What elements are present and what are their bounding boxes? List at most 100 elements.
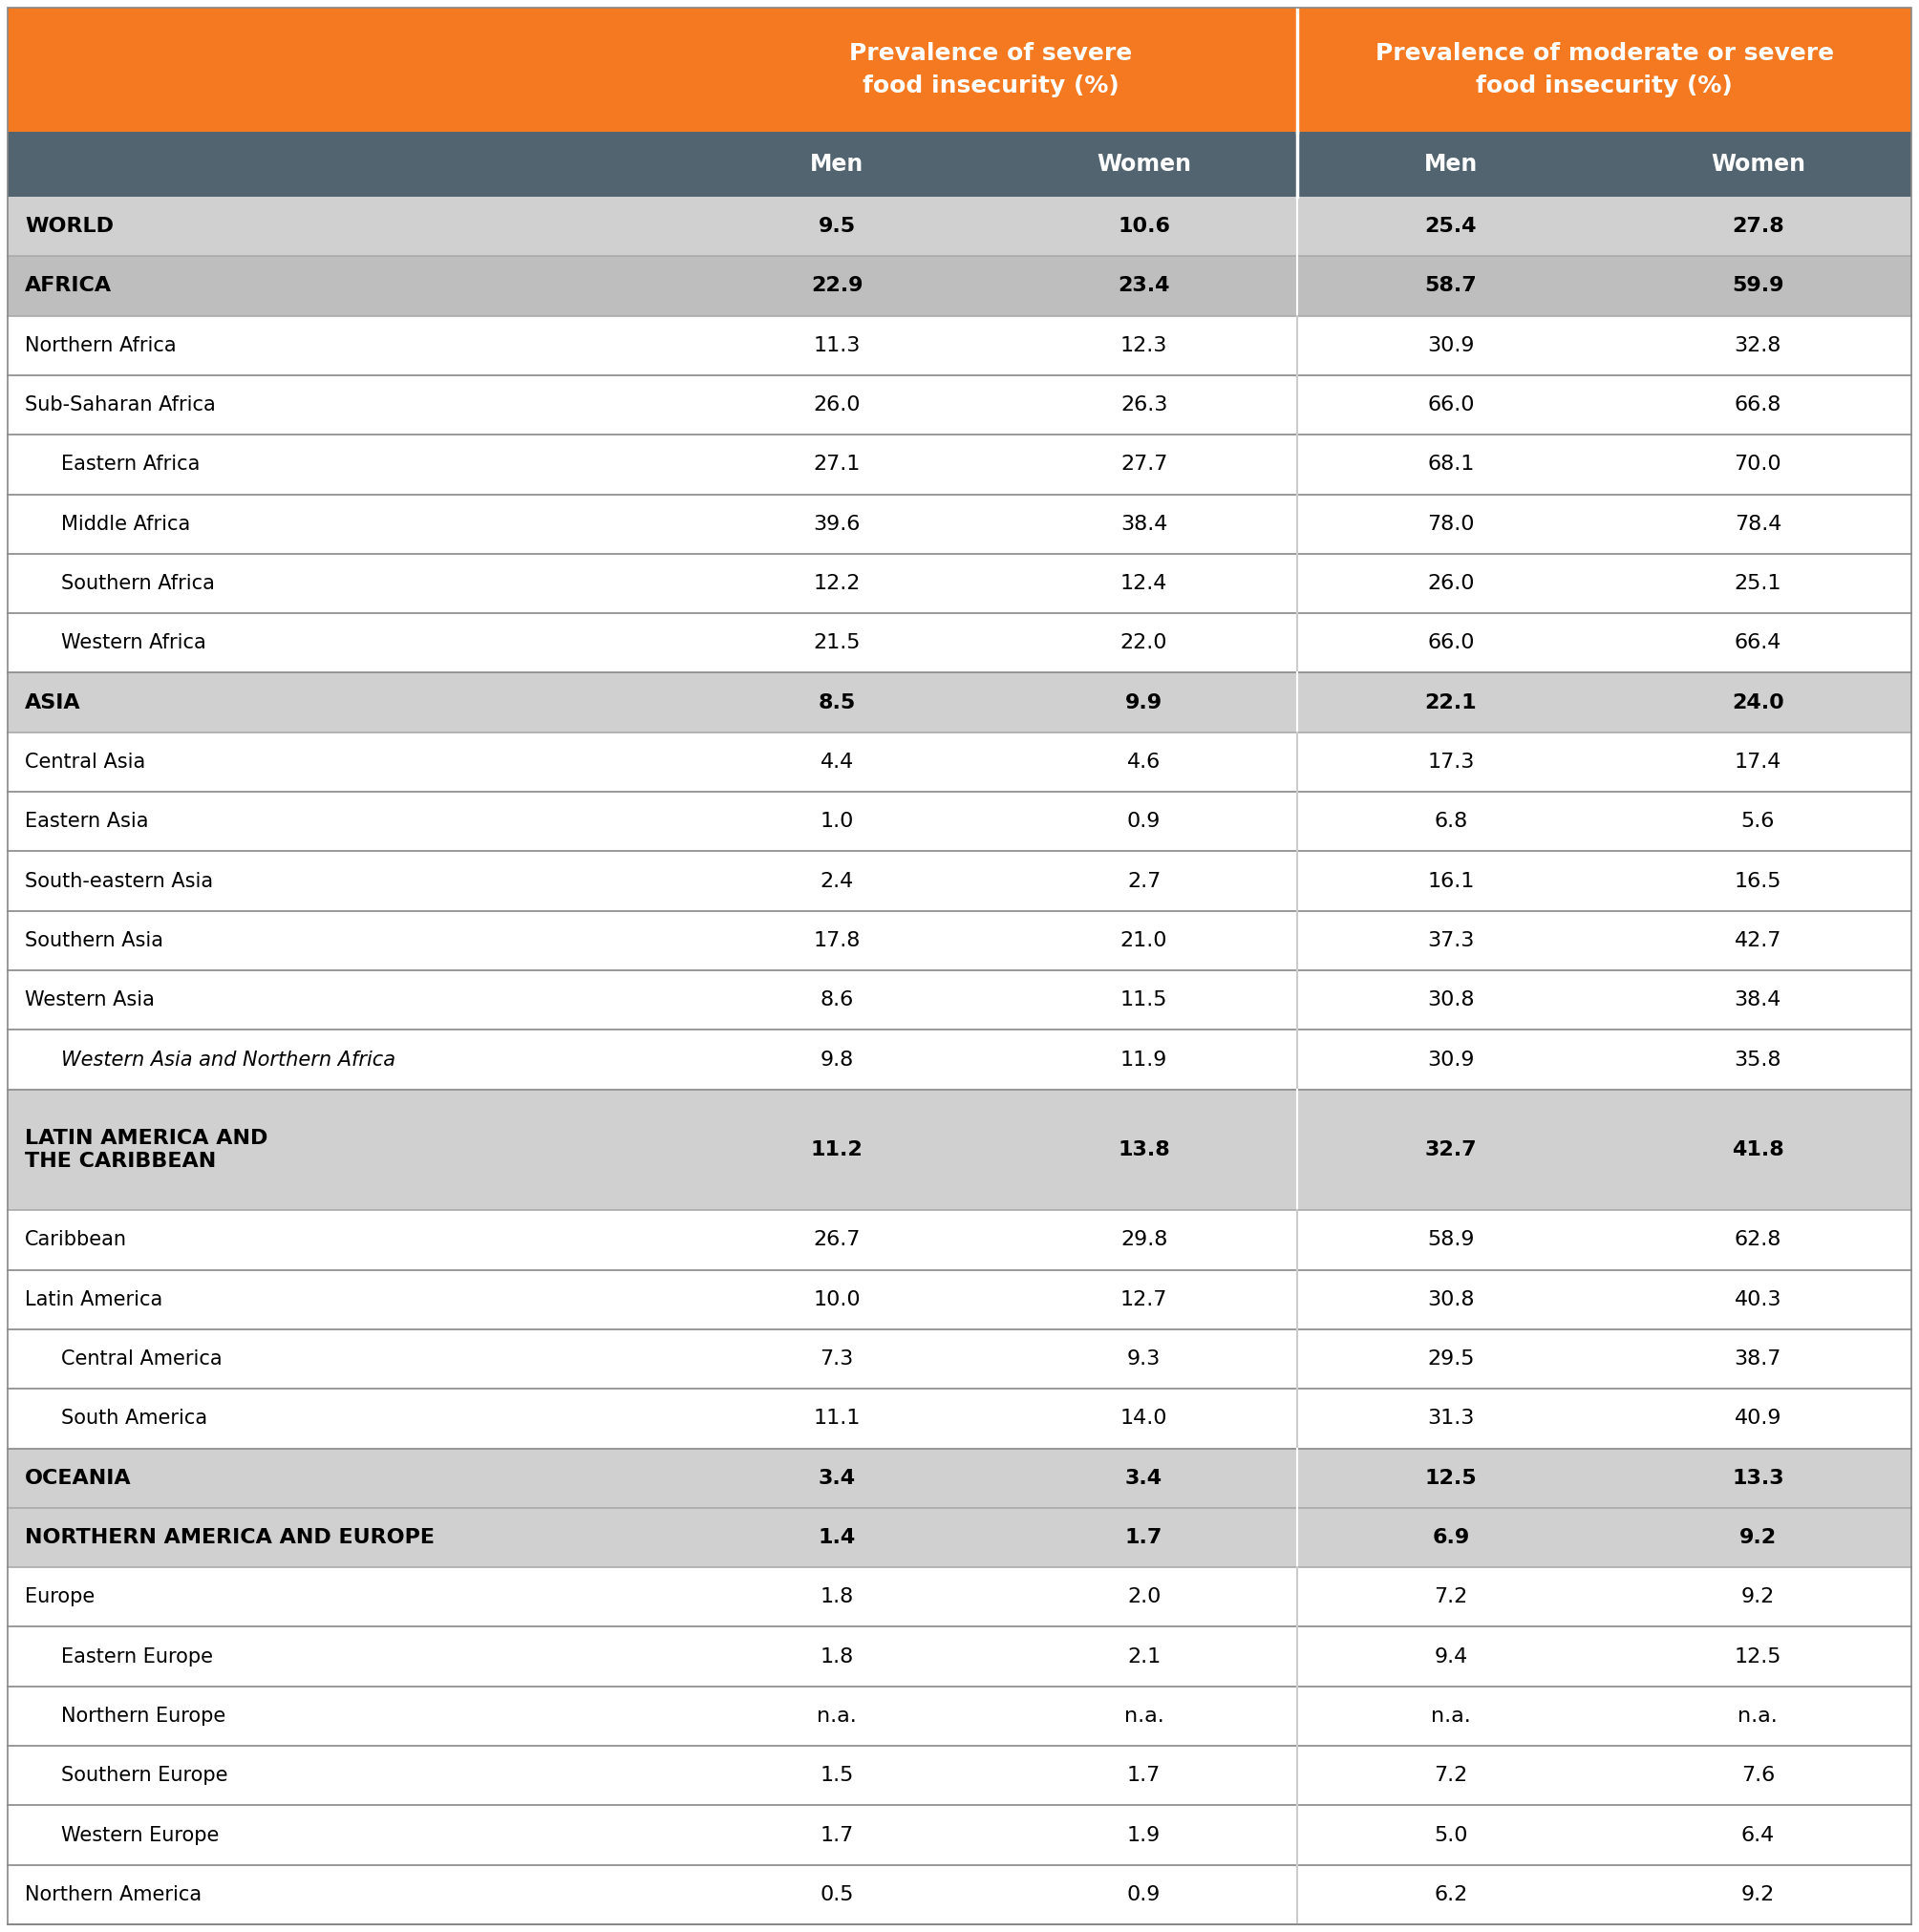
Text: n.a.: n.a.	[817, 1706, 858, 1725]
Text: 78.4: 78.4	[1735, 514, 1781, 533]
Text: Central America: Central America	[61, 1349, 223, 1368]
Text: Men: Men	[1424, 153, 1478, 176]
Text: 59.9: 59.9	[1731, 276, 1785, 296]
Text: 12.5: 12.5	[1424, 1468, 1478, 1488]
FancyBboxPatch shape	[8, 1627, 1911, 1687]
Text: Eastern Africa: Eastern Africa	[61, 454, 200, 473]
Text: 1.0: 1.0	[819, 811, 854, 831]
Text: 6.4: 6.4	[1741, 1826, 1775, 1845]
Text: 16.1: 16.1	[1428, 871, 1474, 891]
Text: 66.8: 66.8	[1735, 396, 1781, 415]
Text: Western Europe: Western Europe	[61, 1826, 219, 1845]
Text: 21.0: 21.0	[1121, 931, 1167, 951]
FancyBboxPatch shape	[8, 435, 1911, 495]
Text: 16.5: 16.5	[1735, 871, 1781, 891]
Text: 6.8: 6.8	[1433, 811, 1468, 831]
FancyBboxPatch shape	[8, 131, 1911, 197]
Text: 7.2: 7.2	[1433, 1588, 1468, 1607]
Text: South-eastern Asia: South-eastern Asia	[25, 871, 213, 891]
Text: 27.8: 27.8	[1731, 216, 1785, 236]
Text: Southern Europe: Southern Europe	[61, 1766, 228, 1785]
Text: 11.5: 11.5	[1121, 991, 1167, 1010]
Text: Middle Africa: Middle Africa	[61, 514, 190, 533]
Text: 26.3: 26.3	[1121, 396, 1167, 415]
Text: ASIA: ASIA	[25, 694, 81, 713]
Text: 31.3: 31.3	[1428, 1408, 1474, 1428]
FancyBboxPatch shape	[8, 554, 1911, 612]
FancyBboxPatch shape	[8, 1389, 1911, 1449]
Text: 1.8: 1.8	[819, 1588, 854, 1607]
Text: OCEANIA: OCEANIA	[25, 1468, 132, 1488]
FancyBboxPatch shape	[8, 1329, 1911, 1389]
Text: 14.0: 14.0	[1121, 1408, 1167, 1428]
Text: 2.0: 2.0	[1126, 1588, 1161, 1607]
FancyBboxPatch shape	[8, 315, 1911, 375]
Text: 12.5: 12.5	[1735, 1646, 1781, 1665]
FancyBboxPatch shape	[8, 1567, 1911, 1627]
Text: 66.4: 66.4	[1735, 634, 1781, 653]
Text: 1.4: 1.4	[817, 1528, 856, 1548]
Text: n.a.: n.a.	[1125, 1706, 1163, 1725]
Text: 9.2: 9.2	[1739, 1528, 1777, 1548]
Text: AFRICA: AFRICA	[25, 276, 111, 296]
FancyBboxPatch shape	[8, 852, 1911, 910]
Text: 39.6: 39.6	[814, 514, 860, 533]
Text: Central Asia: Central Asia	[25, 753, 146, 771]
Text: Southern Africa: Southern Africa	[61, 574, 215, 593]
Text: 30.8: 30.8	[1428, 991, 1474, 1010]
Text: Western Africa: Western Africa	[61, 634, 205, 653]
Text: 7.6: 7.6	[1741, 1766, 1775, 1785]
Text: 12.7: 12.7	[1121, 1291, 1167, 1310]
Text: 9.9: 9.9	[1125, 694, 1163, 713]
FancyBboxPatch shape	[8, 1209, 1911, 1269]
FancyBboxPatch shape	[8, 1864, 1911, 1924]
Text: 6.2: 6.2	[1433, 1886, 1468, 1905]
FancyBboxPatch shape	[8, 1507, 1911, 1567]
Text: n.a.: n.a.	[1739, 1706, 1777, 1725]
Text: 1.5: 1.5	[819, 1766, 854, 1785]
Text: 11.2: 11.2	[812, 1140, 864, 1159]
Text: 10.6: 10.6	[1117, 216, 1171, 236]
Text: Sub-Saharan Africa: Sub-Saharan Africa	[25, 396, 215, 415]
Text: Men: Men	[810, 153, 864, 176]
Text: 13.3: 13.3	[1731, 1468, 1785, 1488]
Text: 37.3: 37.3	[1428, 931, 1474, 951]
Text: 11.3: 11.3	[814, 336, 860, 355]
Text: 25.4: 25.4	[1426, 216, 1478, 236]
Text: 9.5: 9.5	[817, 216, 856, 236]
Text: 42.7: 42.7	[1735, 931, 1781, 951]
Text: 32.7: 32.7	[1424, 1140, 1478, 1159]
FancyBboxPatch shape	[8, 1449, 1911, 1507]
FancyBboxPatch shape	[8, 1030, 1911, 1090]
FancyBboxPatch shape	[8, 257, 1911, 315]
FancyBboxPatch shape	[8, 197, 1911, 257]
Text: Prevalence of moderate or severe
food insecurity (%): Prevalence of moderate or severe food in…	[1376, 43, 1835, 97]
Text: 27.7: 27.7	[1121, 454, 1167, 473]
Text: 27.1: 27.1	[814, 454, 860, 473]
Text: 5.0: 5.0	[1433, 1826, 1468, 1845]
Text: 30.9: 30.9	[1428, 336, 1474, 355]
Text: 29.5: 29.5	[1428, 1349, 1474, 1368]
FancyBboxPatch shape	[8, 1687, 1911, 1747]
Text: 13.8: 13.8	[1117, 1140, 1171, 1159]
Text: 17.8: 17.8	[814, 931, 860, 951]
FancyBboxPatch shape	[8, 495, 1911, 554]
Text: 41.8: 41.8	[1731, 1140, 1785, 1159]
Text: 24.0: 24.0	[1731, 694, 1785, 713]
Text: 30.8: 30.8	[1428, 1291, 1474, 1310]
Text: 35.8: 35.8	[1735, 1051, 1781, 1068]
Text: 12.2: 12.2	[814, 574, 860, 593]
Text: 58.7: 58.7	[1424, 276, 1478, 296]
Text: 38.7: 38.7	[1735, 1349, 1781, 1368]
Text: 0.9: 0.9	[1126, 811, 1161, 831]
FancyBboxPatch shape	[8, 910, 1911, 970]
FancyBboxPatch shape	[8, 970, 1911, 1030]
Text: LATIN AMERICA AND
THE CARIBBEAN: LATIN AMERICA AND THE CARIBBEAN	[25, 1128, 269, 1171]
Text: 78.0: 78.0	[1428, 514, 1474, 533]
Text: 1.7: 1.7	[819, 1826, 854, 1845]
Text: 12.4: 12.4	[1121, 574, 1167, 593]
Text: 6.9: 6.9	[1432, 1528, 1470, 1548]
Text: Caribbean: Caribbean	[25, 1231, 127, 1250]
FancyBboxPatch shape	[8, 8, 1911, 131]
Text: 10.0: 10.0	[814, 1291, 860, 1310]
